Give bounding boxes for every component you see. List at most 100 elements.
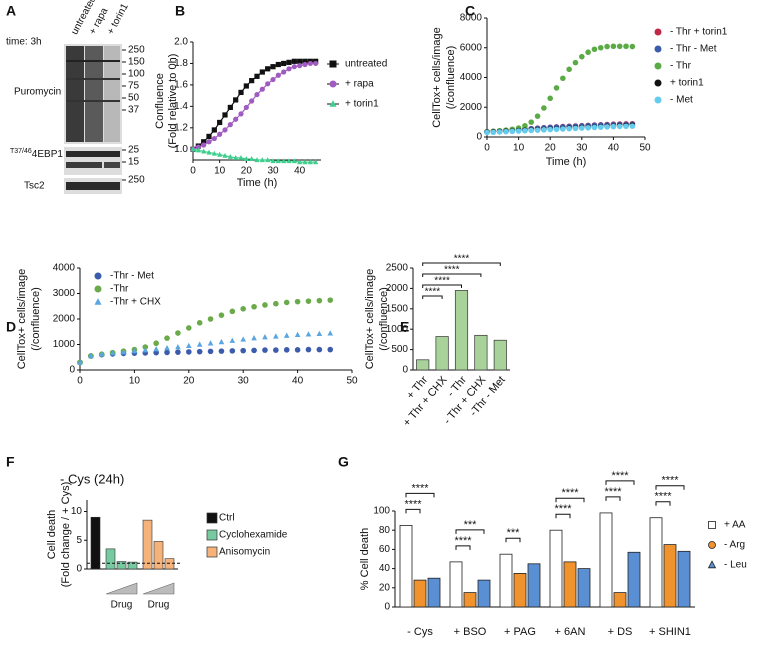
- marker-label: 250: [128, 45, 145, 56]
- data-point: [251, 303, 257, 310]
- data-point: [316, 297, 323, 304]
- significance-label: ***: [464, 519, 478, 531]
- data-point: [164, 349, 170, 356]
- marker-label: 100: [128, 69, 145, 80]
- y-tick-label: 2500: [386, 263, 409, 274]
- significance-label: ****: [425, 287, 441, 298]
- data-point: [211, 127, 217, 133]
- data-point: [629, 123, 636, 129]
- data-point: [286, 158, 292, 164]
- data-point: [227, 153, 233, 159]
- data-point: [604, 124, 610, 130]
- data-point: [553, 126, 560, 133]
- data-point: [541, 127, 547, 133]
- x-tick-label: + DS: [608, 626, 633, 638]
- legend-swatch: [206, 529, 218, 541]
- y-tick-label: 2000: [53, 314, 76, 325]
- data-point: [222, 127, 228, 133]
- data-point: [175, 349, 181, 355]
- data-point: [560, 75, 566, 82]
- data-point: [259, 157, 265, 163]
- legend-label: -Thr: [110, 284, 129, 295]
- legend-label: Ctrl: [219, 513, 235, 524]
- x-tick-label: 20: [545, 143, 557, 154]
- data-point: [186, 349, 192, 355]
- data-point: [579, 125, 585, 131]
- bar: [454, 290, 469, 371]
- legend-marker: [654, 96, 662, 104]
- panel-label: D: [6, 319, 16, 335]
- data-point: [196, 320, 203, 326]
- legend-label: Anisomycin: [219, 547, 270, 558]
- y-axis-label: (/confluence): [30, 287, 42, 351]
- row-label: Puromycin: [14, 87, 61, 98]
- bar: [416, 359, 430, 371]
- x-tick-label: + SHIN1: [649, 626, 691, 638]
- data-point: [259, 69, 265, 75]
- y-tick-label: 4000: [460, 72, 483, 83]
- x-tick-label: 40: [292, 376, 304, 387]
- data-point: [327, 346, 334, 353]
- x-axis-label: Time (h): [546, 156, 587, 168]
- data-point: [262, 334, 268, 340]
- bar: [649, 517, 663, 608]
- data-point: [164, 335, 170, 341]
- significance-label: ***: [507, 527, 521, 539]
- panel-label: E: [400, 319, 409, 335]
- x-tick-label: 40: [608, 143, 620, 154]
- bar: [663, 544, 677, 608]
- y-tick-label: 1000: [53, 339, 76, 350]
- bar: [627, 551, 641, 608]
- legend-label: + torin1: [345, 99, 379, 110]
- significance-label: ****: [434, 276, 450, 287]
- bar: [527, 563, 541, 608]
- y-tick-label: 0: [69, 365, 75, 376]
- bar: [413, 579, 427, 608]
- significance-bracket: [422, 262, 501, 266]
- data-point: [251, 347, 257, 354]
- data-point: [77, 359, 83, 365]
- legend-swatch: [206, 546, 218, 558]
- data-point: [305, 298, 312, 304]
- bar: [474, 334, 488, 371]
- marker-label: 37: [128, 105, 140, 116]
- x-tick-label: 30: [238, 376, 250, 387]
- x-tick-label: 0: [190, 166, 196, 177]
- data-point: [270, 64, 276, 70]
- blot-band: [66, 182, 120, 190]
- data-point: [591, 46, 598, 53]
- chart-title: - Cys (24h): [60, 471, 124, 486]
- data-point: [201, 142, 207, 148]
- data-point: [243, 104, 249, 111]
- data-point: [195, 147, 201, 153]
- legend-marker: [654, 79, 662, 87]
- significance-label: ****: [411, 482, 429, 494]
- data-point: [307, 60, 313, 67]
- y-tick-label: 1.8: [174, 58, 188, 69]
- significance-bracket: [655, 501, 671, 506]
- data-point: [243, 83, 249, 89]
- y-tick-label: 1500: [386, 303, 409, 314]
- legend-label: - Arg: [724, 540, 745, 551]
- data-point: [238, 89, 244, 96]
- y-axis-label: (Fold relative to 0h): [167, 54, 179, 149]
- y-tick-label: 20: [379, 582, 391, 593]
- legend-label: untreated: [345, 59, 387, 70]
- data-point: [262, 347, 268, 353]
- bar: [90, 516, 101, 570]
- legend-marker: [94, 285, 102, 293]
- data-point: [207, 348, 214, 355]
- significance-label: ****: [554, 503, 572, 515]
- significance-label: ****: [604, 486, 622, 498]
- data-point: [190, 146, 196, 152]
- data-point: [316, 346, 323, 353]
- data-point: [217, 119, 223, 126]
- data-point: [307, 159, 313, 165]
- drug-wedge: [142, 582, 175, 595]
- x-tick-label: 10: [513, 143, 525, 154]
- legend-marker: [654, 62, 662, 70]
- x-tick-label: 0: [484, 143, 490, 154]
- data-point: [281, 158, 287, 164]
- blot-band: [66, 162, 102, 168]
- blot-band: [104, 46, 120, 142]
